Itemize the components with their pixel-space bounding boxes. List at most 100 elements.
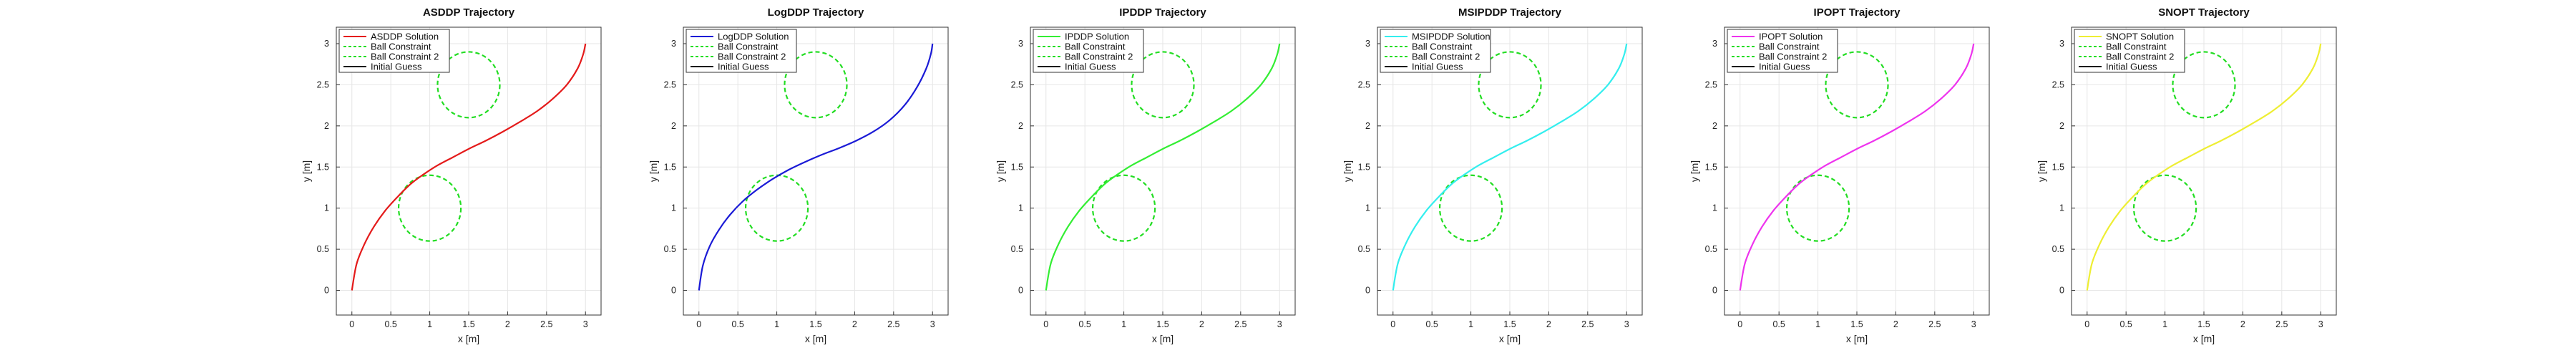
- y-tick-label: 0: [1365, 286, 1370, 296]
- axes-frame: [2071, 26, 2337, 316]
- grid: [1377, 27, 1642, 315]
- legend-entry: Ball Constraint 2: [718, 52, 786, 62]
- legend-entry: LogDDP Solution: [718, 32, 789, 42]
- y-tick-label: 1: [671, 203, 676, 213]
- y-tick-label: 2: [2059, 121, 2064, 131]
- y-tick-label: 2.5: [664, 79, 676, 90]
- x-tick-label: 0.5: [1078, 319, 1091, 329]
- legend-entry: Initial Guess: [2106, 62, 2157, 72]
- chart-panel: 0 0.5 1 1.5 2 2.5 3 0 0.5 1 1.5 2 2.5 3 ASDDP Trajecto…: [301, 6, 602, 344]
- y-tick-label: 3: [1712, 39, 1717, 49]
- legend-entry: Ball Constraint: [718, 42, 779, 52]
- ball-constraint-circle: [1825, 51, 1889, 119]
- y-tick-label: 2: [1712, 121, 1717, 131]
- legend-entry: Initial Guess: [1759, 62, 1810, 72]
- chart-title: MSIPDDP Trajectory: [1458, 6, 1562, 19]
- y-tick-label: 2: [324, 121, 329, 131]
- ball-constraint-2-circle: [2132, 174, 2197, 242]
- ball-constraint-circle: [1131, 51, 1195, 119]
- y-axis-label: y [m]: [1342, 160, 1353, 182]
- y-tick-label: 2.5: [317, 79, 329, 90]
- y-tick-label: 0: [2059, 286, 2064, 296]
- x-tick-label: 1: [1468, 319, 1473, 329]
- y-tick-label: 2: [1365, 121, 1370, 131]
- x-tick-label: 2.5: [887, 319, 899, 329]
- y-tick-label: 0.5: [664, 244, 676, 254]
- legend-entry: Ball Constraint 2: [1759, 52, 1827, 62]
- legend-entry: Initial Guess: [1065, 62, 1116, 72]
- axes-frame: [1377, 26, 1643, 316]
- y-tick-label: 0: [1018, 286, 1023, 296]
- y-tick-label: 0.5: [1705, 244, 1717, 254]
- x-tick-label: 0: [2084, 319, 2089, 329]
- y-axis-label: y [m]: [648, 160, 659, 182]
- y-tick-label: 1.5: [1358, 162, 1370, 172]
- y-tick-label: 3: [1018, 39, 1023, 49]
- y-tick-label: 1.5: [317, 162, 329, 172]
- y-tick-label: 1.5: [2052, 162, 2064, 172]
- chart-title: SNOPT Trajectory: [2158, 6, 2250, 19]
- x-tick-label: 1: [1121, 319, 1126, 329]
- chart-title: LogDDP Trajectory: [768, 6, 864, 19]
- axes-frame: [683, 26, 949, 316]
- chart-title: ASDDP Trajectory: [423, 6, 515, 19]
- x-tick-label: 0.5: [384, 319, 396, 329]
- y-tick-label: 2: [671, 121, 676, 131]
- x-tick-label: 3: [2318, 319, 2323, 329]
- axes-frame: [336, 26, 602, 316]
- grid: [1030, 27, 1295, 315]
- legend-entry: IPDDP Solution: [1065, 32, 1129, 42]
- axes-frame: [1030, 26, 1296, 316]
- y-tick-label: 2.5: [1358, 79, 1370, 90]
- y-axis-label: y [m]: [1689, 160, 1700, 182]
- y-tick-label: 3: [671, 39, 676, 49]
- y-tick-label: 0.5: [2052, 244, 2064, 254]
- x-axis-label: x [m]: [1846, 333, 1868, 344]
- x-axis-label: x [m]: [2193, 333, 2215, 344]
- ball-constraint-2-circle: [1785, 174, 1850, 242]
- x-tick-label: 2: [1546, 319, 1551, 329]
- y-tick-label: 0.5: [317, 244, 329, 254]
- chart-title: IPOPT Trajectory: [1814, 6, 1901, 19]
- legend-entry: Initial Guess: [371, 62, 422, 72]
- x-tick-label: 0.5: [731, 319, 743, 329]
- x-tick-label: 2: [505, 319, 510, 329]
- x-axis-label: x [m]: [458, 333, 479, 344]
- ball-constraint-circle: [1478, 51, 1542, 119]
- y-tick-label: 1.5: [1705, 162, 1717, 172]
- x-tick-label: 3: [1277, 319, 1282, 329]
- chart-panel: 0 0.5 1 1.5 2 2.5 3 0 0.5 1 1.5 2 2.5 3 IPOPT Trajecto…: [1689, 6, 1990, 344]
- x-tick-label: 1.5: [1156, 319, 1169, 329]
- chart-panel: 0 0.5 1 1.5 2 2.5 3 0 0.5 1 1.5 2 2.5 3 IPDDP Trajecto…: [995, 6, 1296, 344]
- y-tick-label: 2.5: [1705, 79, 1717, 90]
- axes-frame: [1724, 26, 1990, 316]
- legend-entry: Initial Guess: [1412, 62, 1463, 72]
- solution-trajectory-line: [698, 43, 934, 291]
- y-tick-label: 1: [2059, 203, 2064, 213]
- legend-entry: IPOPT Solution: [1759, 32, 1823, 42]
- legend-entry: SNOPT Solution: [2106, 32, 2174, 42]
- x-tick-label: 1: [1815, 319, 1820, 329]
- y-tick-label: 3: [324, 39, 329, 49]
- legend-entry: Ball Constraint 2: [1412, 52, 1480, 62]
- legend-entry: Ball Constraint: [1065, 42, 1126, 52]
- x-tick-label: 1.5: [462, 319, 474, 329]
- legend-entry: Ball Constraint: [371, 42, 431, 52]
- x-tick-label: 0.5: [1425, 319, 1438, 329]
- solution-trajectory-line: [1392, 43, 1628, 291]
- x-tick-label: 0: [1737, 319, 1742, 329]
- x-axis-label: x [m]: [1152, 333, 1174, 344]
- x-tick-label: 2: [2240, 319, 2245, 329]
- x-tick-label: 3: [930, 319, 935, 329]
- legend-entry: Ball Constraint 2: [371, 52, 439, 62]
- x-tick-label: 3: [583, 319, 588, 329]
- legend-entry: Ball Constraint: [1412, 42, 1473, 52]
- legend-entry: MSIPDDP Solution: [1412, 32, 1491, 42]
- y-tick-label: 2.5: [1011, 79, 1023, 90]
- x-tick-label: 0: [1043, 319, 1048, 329]
- solution-trajectory-line: [2086, 43, 2322, 291]
